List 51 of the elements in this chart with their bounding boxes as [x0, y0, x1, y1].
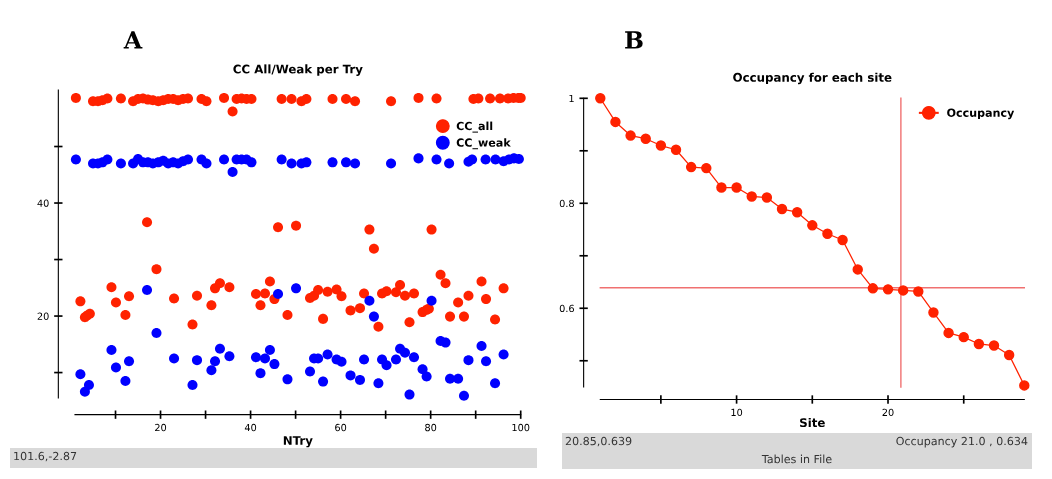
x-tick-label: 20 — [155, 423, 167, 432]
point — [867, 283, 879, 294]
point — [685, 161, 697, 173]
point — [988, 340, 1000, 351]
point — [897, 285, 909, 296]
x-axis-title: Site — [800, 417, 825, 428]
legend-label: CC_all — [456, 121, 493, 133]
point — [807, 220, 818, 231]
point — [776, 203, 788, 215]
point — [913, 286, 924, 297]
legend-label: CC_weak — [456, 138, 511, 150]
x-tick-label: 40 — [244, 423, 257, 432]
point — [928, 307, 939, 318]
point — [852, 264, 863, 275]
point — [670, 144, 682, 155]
text: 20.85,0.639 — [565, 436, 632, 447]
point — [791, 206, 803, 218]
point — [731, 182, 742, 193]
chart-title: CC All/Weak per Try — [233, 64, 363, 76]
legend-label: Occupancy — [947, 108, 1015, 120]
point — [655, 140, 667, 151]
x-tick-label: 80 — [425, 423, 437, 432]
text: B — [625, 31, 643, 49]
point — [1003, 349, 1015, 361]
y-tick-label: 0.8 — [559, 199, 574, 208]
point — [882, 284, 894, 295]
text: 101.6,-2.87 — [14, 451, 77, 462]
text: Occupancy 21.0 , 0.634 — [896, 436, 1028, 448]
point — [746, 191, 757, 202]
point — [625, 130, 636, 141]
point — [943, 327, 954, 339]
point — [716, 182, 727, 193]
x-tick-label: 100 — [512, 423, 530, 432]
x-axis-title: NTry — [283, 436, 313, 448]
point — [610, 116, 621, 128]
point — [837, 234, 848, 246]
text: Tables in File — [761, 454, 832, 464]
y-tick-label: 0.6 — [559, 304, 574, 313]
chart-title: Occupancy for each site — [733, 72, 892, 85]
point — [640, 133, 651, 144]
y-tick-label: 1 — [569, 94, 574, 102]
point — [761, 192, 773, 203]
point — [958, 331, 969, 343]
text: A — [123, 31, 143, 49]
point — [822, 228, 833, 239]
point — [701, 162, 712, 174]
point — [1019, 380, 1030, 391]
x-tick-label: 10 — [731, 408, 743, 417]
point — [595, 93, 606, 104]
point — [973, 338, 985, 350]
x-tick-label: 60 — [335, 423, 347, 432]
